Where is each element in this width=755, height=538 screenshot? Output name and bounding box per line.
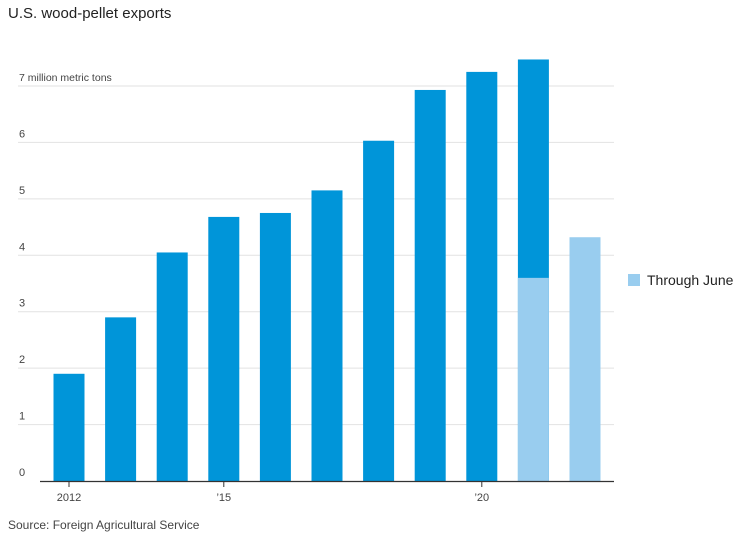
y-tick-label-2: 2 — [19, 354, 25, 366]
x-tick-label-2012: 2012 — [57, 492, 81, 504]
bar-full-year-2012 — [53, 373, 85, 481]
y-tick-label-5: 5 — [19, 185, 25, 197]
x-tick-label-2020: ’20 — [474, 492, 489, 504]
bar-full-year-2019 — [414, 89, 446, 481]
bars — [53, 59, 601, 482]
legend: Through June — [628, 272, 733, 288]
y-tick-label-4: 4 — [19, 241, 25, 253]
bar-full-year-2014 — [156, 252, 188, 481]
legend-label: Through June — [647, 272, 734, 288]
y-tick-label-7: 7 million metric tons — [19, 72, 112, 84]
bar-full-year-2017 — [311, 190, 343, 481]
chart-title: U.S. wood-pellet exports — [8, 5, 172, 22]
axes: 0 1 2 3 4 5 6 7 million metric tons 2012 ’15 ’20 — [19, 72, 614, 504]
bar-full-year-2016 — [259, 212, 291, 481]
y-tick-label-0: 0 — [19, 467, 25, 479]
legend-swatch-through-june — [628, 274, 640, 286]
bar-through-june-2022 — [569, 237, 601, 481]
bar-through-june-2021 — [517, 277, 549, 481]
x-tick-label-2015: ’15 — [216, 492, 231, 504]
bar-full-year-2020 — [466, 71, 498, 482]
bar-full-year-2015 — [208, 216, 240, 481]
y-tick-label-3: 3 — [19, 298, 25, 310]
source-note: Source: Foreign Agricultural Service — [8, 518, 200, 532]
bar-full-year-2018 — [363, 140, 395, 481]
bar-full-year-2013 — [105, 317, 137, 481]
y-tick-label-1: 1 — [19, 411, 25, 423]
y-tick-label-6: 6 — [19, 128, 25, 140]
